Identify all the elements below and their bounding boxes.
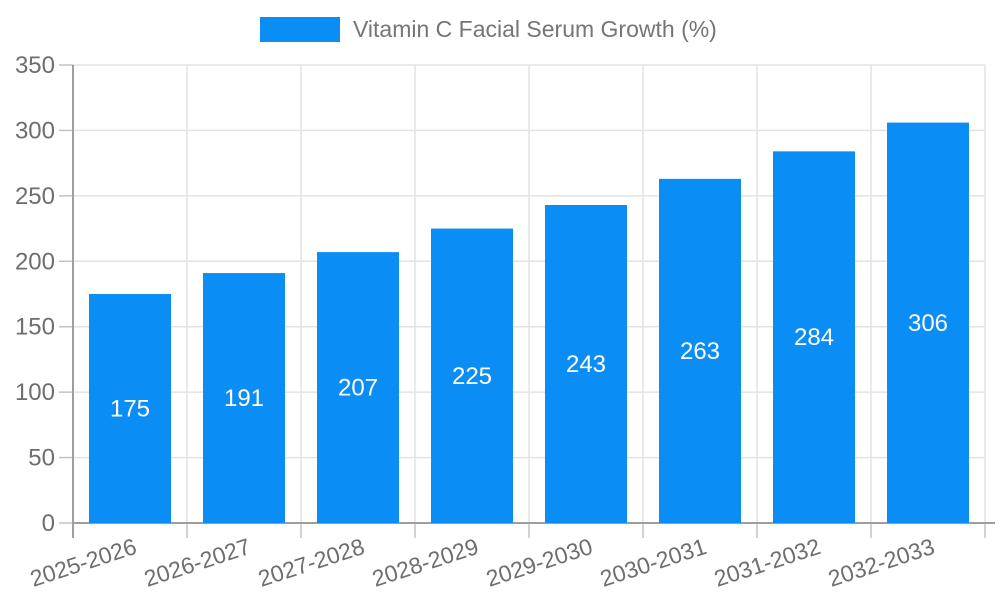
bar[interactable] [887, 122, 969, 523]
x-tick-label: 2029-2030 [483, 533, 596, 592]
bar-value-label: 225 [452, 363, 492, 390]
x-tick-label: 2031-2032 [711, 533, 824, 592]
y-tick-label: 0 [42, 510, 55, 537]
bar[interactable] [317, 252, 399, 523]
bar-value-label: 306 [908, 310, 948, 337]
x-tick-label: 2032-2033 [825, 533, 938, 592]
y-tick-label: 250 [15, 183, 55, 210]
bar-value-label: 207 [338, 375, 378, 402]
y-tick-label: 300 [15, 117, 55, 144]
y-tick-label: 200 [15, 248, 55, 275]
bar-value-label: 284 [794, 324, 834, 351]
bar[interactable] [431, 228, 513, 524]
chart-legend: Vitamin C Facial Serum Growth (%) [260, 16, 717, 43]
bar[interactable] [659, 178, 741, 524]
x-tick-label: 2026-2027 [141, 533, 254, 592]
x-tick-label: 2027-2028 [255, 533, 368, 592]
bar[interactable] [545, 205, 627, 523]
x-tick-label: 2030-2031 [597, 533, 710, 592]
bar[interactable] [203, 273, 285, 523]
legend-label: Vitamin C Facial Serum Growth (%) [353, 16, 717, 42]
legend-swatch [260, 17, 340, 42]
y-tick-label: 50 [28, 445, 55, 472]
y-tick-label: 150 [15, 314, 55, 341]
y-tick-label: 100 [15, 379, 55, 406]
y-tick-label: 350 [15, 52, 55, 79]
bar-value-label: 263 [680, 338, 720, 365]
bar[interactable] [773, 151, 855, 523]
x-tick-label: 2025-2026 [27, 533, 140, 592]
bar-value-label: 175 [110, 396, 150, 423]
bar[interactable] [89, 294, 171, 523]
bar-value-label: 243 [566, 351, 606, 378]
bar-value-label: 191 [224, 385, 264, 412]
x-tick-label: 2028-2029 [369, 533, 482, 592]
